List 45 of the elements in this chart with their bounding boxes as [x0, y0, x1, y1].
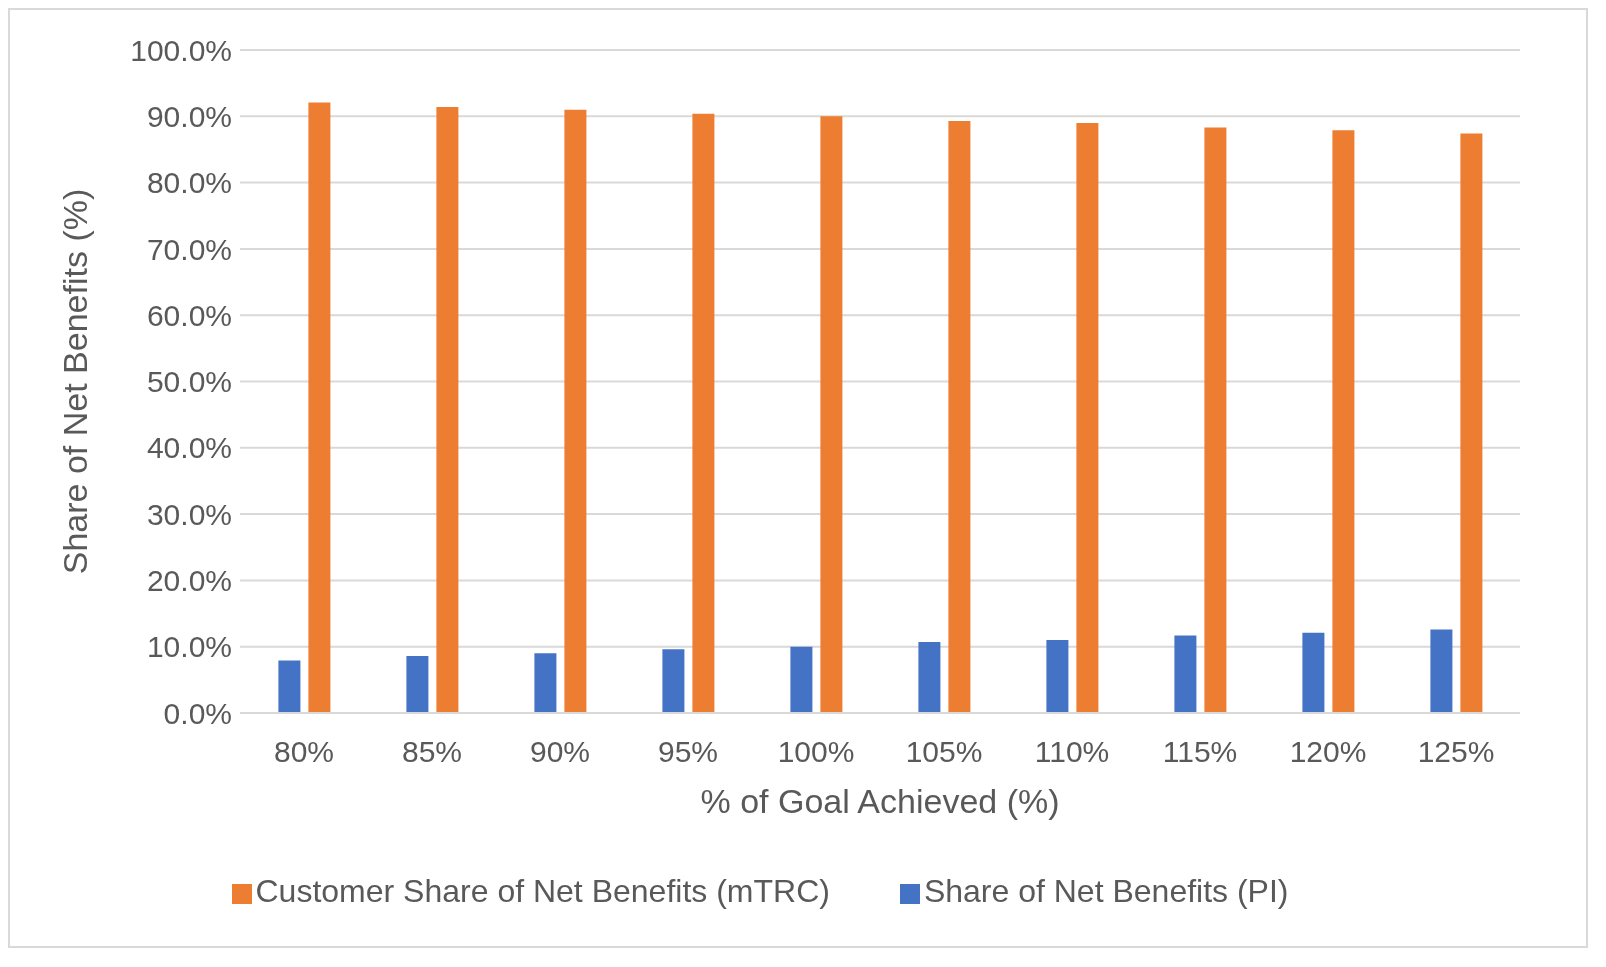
- y-tick-label: 60.0%: [146, 298, 232, 332]
- x-tick-label: 115%: [1162, 735, 1238, 769]
- x-tick-label: 85%: [401, 735, 463, 769]
- bar: [1204, 127, 1227, 713]
- y-tick-label: 20.0%: [146, 564, 232, 598]
- bar: [278, 660, 301, 713]
- y-tick-label: 40.0%: [146, 431, 232, 465]
- bar: [1302, 632, 1325, 713]
- x-tick-label: 80%: [273, 735, 335, 769]
- bar: [1174, 635, 1197, 713]
- bar: [1332, 130, 1355, 713]
- bar: [1430, 629, 1453, 713]
- bar: [436, 107, 459, 713]
- bar: [1076, 122, 1099, 713]
- x-tick-label: 100%: [777, 735, 855, 769]
- x-tick-label: 125%: [1417, 735, 1495, 769]
- bar: [948, 120, 971, 713]
- bar: [1046, 640, 1069, 713]
- x-tick-label: 120%: [1289, 735, 1367, 769]
- bar: [820, 116, 843, 713]
- bar: [564, 109, 587, 713]
- y-tick-label: 10.0%: [146, 630, 232, 664]
- x-axis-title: % of Goal Achieved (%): [700, 782, 1060, 820]
- legend-label: Share of Net Benefits (PI): [923, 873, 1289, 909]
- bar: [534, 653, 557, 713]
- y-tick-label: 80.0%: [146, 166, 232, 200]
- x-tick-label: 95%: [657, 735, 719, 769]
- bar: [790, 646, 813, 713]
- y-tick-label: 70.0%: [146, 232, 232, 266]
- x-tick-label: 105%: [905, 735, 983, 769]
- legend-label: Customer Share of Net Benefits (mTRC): [255, 873, 830, 909]
- y-tick-label: 0.0%: [163, 696, 232, 730]
- y-tick-label: 100.0%: [130, 33, 232, 67]
- x-tick-label: 90%: [529, 735, 591, 769]
- y-tick-label: 90.0%: [146, 99, 232, 133]
- bar: [406, 655, 429, 713]
- bar: [308, 102, 331, 713]
- bar: [918, 642, 941, 713]
- bar: [1460, 133, 1483, 713]
- y-tick-label: 50.0%: [146, 365, 232, 399]
- y-tick-label: 30.0%: [146, 497, 232, 531]
- y-axis-title: Share of Net Benefits (%): [56, 188, 95, 575]
- bar: [692, 113, 715, 713]
- bar: [662, 649, 685, 713]
- x-tick-label: 110%: [1034, 735, 1110, 769]
